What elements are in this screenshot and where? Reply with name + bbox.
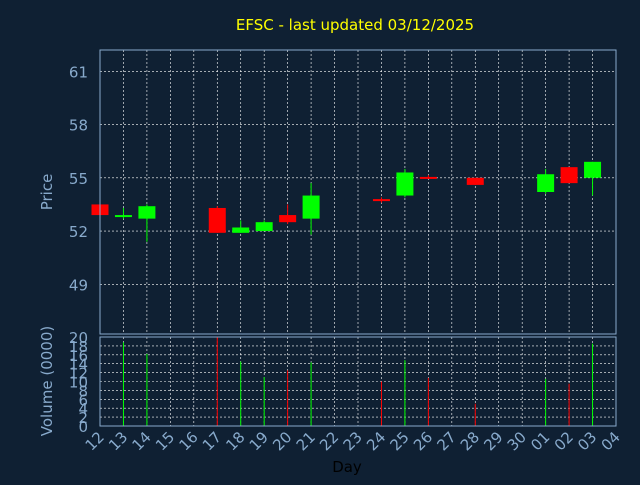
- x-tick-label: 19: [246, 428, 272, 454]
- x-tick-label: 03: [574, 428, 600, 454]
- candle-body: [208, 207, 226, 233]
- volume-tick-label: 16: [69, 347, 88, 365]
- candle-body: [560, 167, 578, 184]
- candle-body: [584, 161, 602, 178]
- x-tick-label: 27: [433, 428, 459, 454]
- x-tick-label: 25: [387, 428, 413, 454]
- price-tick-label: 61: [69, 63, 88, 81]
- price-tick-label: 49: [69, 276, 88, 294]
- x-tick-label: 04: [598, 428, 624, 454]
- price-tick-label: 52: [69, 223, 88, 241]
- candle-body: [302, 195, 320, 219]
- x-tick-label: 02: [551, 428, 577, 454]
- x-tick-label: 18: [222, 428, 248, 454]
- grid-layer: [100, 50, 616, 426]
- candle-body: [255, 222, 273, 232]
- x-tick-label: 14: [129, 428, 155, 454]
- x-tick-label: 24: [363, 428, 389, 454]
- volume-tick-label: 0: [78, 418, 88, 436]
- x-tick-label: 15: [152, 428, 178, 454]
- volume-tick-label: 20: [69, 329, 88, 347]
- candle-body: [114, 215, 132, 218]
- price-panel-frame: [99, 49, 617, 335]
- volume-tick-label: 6: [78, 391, 88, 409]
- volume-tick-label: 10: [69, 374, 88, 392]
- x-tick-label: 17: [199, 428, 225, 454]
- volume-tick-label: 4: [78, 400, 88, 418]
- candle-body: [396, 172, 414, 196]
- x-tick-label: 26: [410, 428, 436, 454]
- volume-panel-frame: [99, 336, 617, 427]
- x-tick-label: 28: [457, 428, 483, 454]
- price-series: [91, 161, 602, 242]
- volume-tick-label: 8: [78, 382, 88, 400]
- candle-body: [279, 215, 297, 223]
- candle-body: [466, 177, 484, 185]
- x-tick-label: 29: [480, 428, 506, 454]
- volume-tick-label: 2: [78, 409, 88, 427]
- price-tick-label: 58: [69, 117, 88, 135]
- x-tick-label: 13: [105, 428, 131, 454]
- candle-body: [372, 199, 390, 202]
- x-tick-label: 01: [527, 428, 553, 454]
- candle-body: [537, 174, 555, 192]
- chart-title: EFSC - last updated 03/12/2025: [236, 16, 474, 34]
- x-axis-title: Day: [332, 458, 362, 476]
- volume-tick-label: 12: [69, 365, 88, 383]
- x-tick-label: 21: [293, 428, 319, 454]
- candle-body: [138, 206, 156, 219]
- volume-series: [122, 337, 594, 426]
- price-axis-label: Price: [38, 174, 56, 211]
- axes-layer: 4952555861024681012141618201213141516171…: [69, 49, 624, 454]
- x-tick-label: 20: [269, 428, 295, 454]
- candle-body: [232, 227, 250, 233]
- x-tick-label: 23: [340, 428, 366, 454]
- x-tick-label: 22: [316, 428, 342, 454]
- x-tick-label: 16: [175, 428, 201, 454]
- candle-body: [419, 176, 437, 179]
- volume-axis-label: Volume (0000): [38, 326, 56, 436]
- volume-tick-label: 14: [69, 356, 88, 374]
- volume-tick-label: 18: [69, 338, 88, 356]
- x-tick-label: 30: [504, 428, 530, 454]
- price-tick-label: 55: [69, 170, 88, 188]
